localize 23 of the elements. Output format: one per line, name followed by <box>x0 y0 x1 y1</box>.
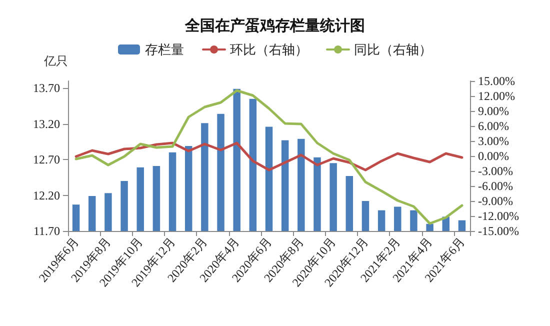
y2-tick-label: -6.00% <box>478 179 513 193</box>
y2-tick-label: 12.00% <box>478 89 515 103</box>
y2-tick-label: -12.00% <box>478 209 519 223</box>
y2-tick-label: 9.00% <box>478 104 509 118</box>
legend-label: 环比（右轴） <box>230 42 308 57</box>
y2-tick-label: -15.00% <box>478 224 519 238</box>
y2-tick-label: 3.00% <box>478 134 509 148</box>
line-series <box>74 142 464 172</box>
y2-tick-label: 0.00% <box>478 149 509 163</box>
y2-tick-label: -9.00% <box>478 194 513 208</box>
y-tick-label: 11.70 <box>33 224 60 238</box>
line-series <box>74 89 464 225</box>
y-tick-label: 13.70 <box>33 81 60 96</box>
chart-title: 全国在产蛋鸡存栏量统计图 <box>184 18 365 34</box>
legend-label: 存栏量 <box>145 42 184 57</box>
y2-tick-label: 15.00% <box>478 74 515 88</box>
y2-tick-label: -3.00% <box>478 164 513 178</box>
y-axis-title: 亿只 <box>43 54 68 68</box>
y-tick-label: 13.20 <box>33 116 60 131</box>
y-tick-label: 12.70 <box>33 152 60 167</box>
legend-label: 同比（右轴） <box>354 42 432 57</box>
y-tick-label: 12.20 <box>33 188 60 202</box>
y2-tick-label: 6.00% <box>478 119 509 133</box>
